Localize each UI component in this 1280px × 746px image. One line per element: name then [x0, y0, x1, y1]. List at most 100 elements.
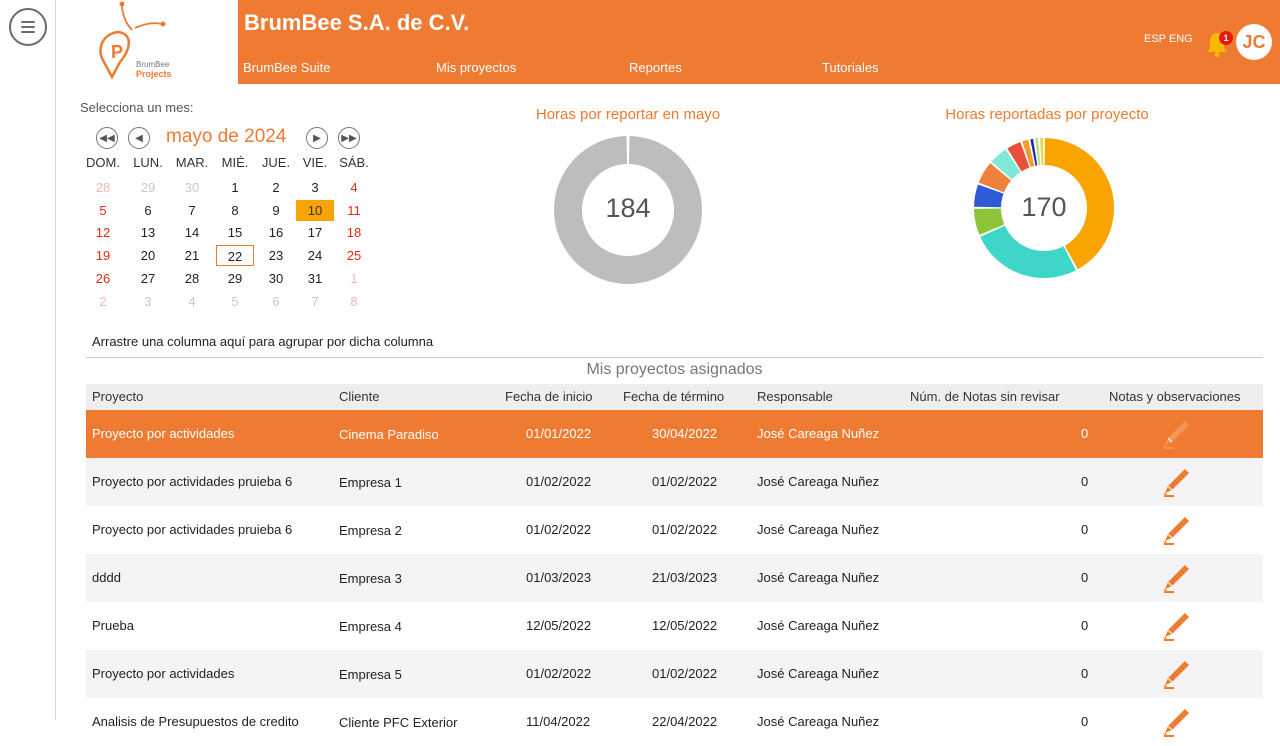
donut-slice[interactable]	[554, 136, 702, 284]
calendar-day[interactable]: 12	[95, 225, 111, 240]
hamburger-menu-icon[interactable]	[9, 8, 47, 46]
donut-slice[interactable]	[1007, 142, 1030, 172]
calendar-day[interactable]: 21	[184, 248, 200, 263]
calendar-day[interactable]: 5	[99, 203, 107, 218]
calendar-day[interactable]: 23	[268, 248, 284, 263]
nav-mis-proyectos[interactable]: Mis proyectos	[436, 60, 517, 75]
calendar-day[interactable]: 8	[231, 203, 239, 218]
pen-edit-icon[interactable]	[1160, 418, 1192, 450]
grid-title: Mis proyectos asignados	[586, 361, 763, 378]
svg-text:P: P	[111, 42, 123, 62]
calendar-day[interactable]: 2	[99, 294, 107, 309]
cell-responsable: José Careaga Nuñez	[757, 426, 880, 441]
calendar-day[interactable]: 16	[268, 225, 284, 240]
table-row[interactable]: Proyecto por actividades pruieba 6 Empres…	[86, 458, 1263, 506]
calendar-day[interactable]: 14	[184, 225, 200, 240]
calendar-day[interactable]: 1	[350, 271, 358, 286]
cell-cliente: Cinema Paradiso	[339, 427, 439, 442]
calendar-day[interactable]: 3	[311, 180, 319, 195]
calendar-day[interactable]: 13	[140, 225, 156, 240]
calendar-day[interactable]: 22	[216, 245, 254, 266]
column-header-responsable[interactable]: Responsable	[757, 389, 833, 404]
table-row[interactable]: Proyecto por actividades pruieba 6 Empres…	[86, 506, 1263, 554]
calendar-day[interactable]: 28	[184, 271, 200, 286]
calendar-day[interactable]: 18	[346, 225, 362, 240]
calendar-day[interactable]: 11	[347, 203, 361, 218]
nav-brumbee-suite[interactable]: BrumBee Suite	[243, 60, 331, 75]
calendar-day[interactable]: 27	[140, 271, 156, 286]
cell-proyecto: Proyecto por actividades	[92, 426, 235, 441]
calendar-day[interactable]: 6	[272, 294, 280, 309]
calendar-day[interactable]: 8	[350, 294, 358, 309]
prev-month-icon[interactable]: ◀	[128, 127, 150, 149]
calendar-day[interactable]: 7	[311, 294, 319, 309]
calendar-day[interactable]: 30	[268, 271, 284, 286]
calendar-day[interactable]: 24	[307, 248, 323, 263]
calendar-day[interactable]: 4	[188, 294, 196, 309]
column-header-cliente[interactable]: Cliente	[339, 389, 380, 404]
pen-edit-icon[interactable]	[1160, 658, 1192, 690]
calendar-day[interactable]: 20	[140, 248, 156, 263]
donut-chart-hours-pending	[554, 136, 702, 284]
prev-year-icon[interactable]: ◀◀	[96, 127, 118, 149]
calendar-day[interactable]: 28	[95, 180, 111, 195]
donut-slice[interactable]	[1044, 138, 1114, 270]
column-header-fecha-termino[interactable]: Fecha de término	[623, 389, 725, 404]
calendar-day[interactable]: 1	[231, 180, 239, 195]
calendar-day[interactable]: 4	[350, 180, 358, 195]
calendar-day[interactable]: 10	[296, 200, 334, 221]
next-year-icon[interactable]: ▶▶	[338, 127, 360, 149]
group-by-drop-zone[interactable]: Arrastre una columna aquí para agrupar p…	[92, 334, 434, 349]
donut-slice[interactable]	[1040, 138, 1044, 166]
calendar-day[interactable]: 25	[346, 248, 362, 263]
calendar-day[interactable]: 9	[272, 203, 280, 218]
calendar-day[interactable]: 29	[140, 180, 156, 195]
table-row[interactable]: Proyecto por actividades Empresa 5 01/02/2…	[86, 650, 1263, 698]
cell-fecha-inicio: 12/05/2022	[526, 618, 592, 633]
language-switcher[interactable]: ESP ENG	[1144, 33, 1193, 45]
logo-text: Projects	[136, 69, 172, 79]
column-header-notas-observaciones[interactable]: Notas y observaciones	[1109, 389, 1241, 404]
column-header-fecha-inicio[interactable]: Fecha de inicio	[505, 389, 593, 404]
nav-reportes[interactable]: Reportes	[629, 60, 682, 75]
pen-edit-icon[interactable]	[1160, 562, 1192, 594]
column-header-proyecto[interactable]: Proyecto	[92, 389, 144, 404]
table-row[interactable]: Prueba Empresa 4 12/05/2022 12/05/2022 José …	[86, 602, 1263, 650]
donut-slice[interactable]	[1022, 139, 1035, 168]
chart-title: Horas por reportar en mayo	[535, 106, 721, 123]
calendar-day[interactable]: 3	[144, 294, 152, 309]
calendar-day[interactable]: 31	[307, 271, 323, 286]
avatar[interactable]: JC	[1236, 24, 1272, 60]
calendar-day[interactable]: 6	[144, 203, 152, 218]
calendar-day[interactable]: 2	[272, 180, 280, 195]
pen-edit-icon[interactable]	[1160, 706, 1192, 738]
chart-title: Horas reportadas por proyecto	[945, 106, 1149, 123]
calendar-day[interactable]: 29	[227, 271, 243, 286]
calendar-day[interactable]: 7	[188, 203, 196, 218]
cell-notas-sin-revisar: 0	[1081, 714, 1089, 729]
calendar-month: mayo de 2024	[166, 126, 287, 147]
logo[interactable]: P BrumBee Projects	[56, 0, 238, 84]
donut-slice[interactable]	[978, 163, 1011, 193]
pen-edit-icon[interactable]	[1160, 610, 1192, 642]
donut-slice[interactable]	[974, 184, 1004, 208]
column-header-notas-sin-revisar[interactable]: Núm. de Notas sin revisar	[910, 389, 1060, 404]
donut-slice[interactable]	[1030, 138, 1038, 166]
table-row[interactable]: dddd Empresa 3 01/03/2023 21/03/2023 José Ca…	[86, 554, 1263, 602]
pen-edit-icon[interactable]	[1160, 514, 1192, 546]
calendar-day[interactable]: 5	[231, 294, 239, 309]
pen-edit-icon[interactable]	[1160, 466, 1192, 498]
donut-slice[interactable]	[1035, 138, 1041, 166]
calendar-day[interactable]: 17	[307, 225, 323, 240]
calendar-day[interactable]: 26	[95, 271, 111, 286]
donut-slice[interactable]	[974, 208, 1005, 235]
table-row[interactable]: Proyecto por actividades Cinema Paradiso 0…	[86, 410, 1263, 458]
nav-tutoriales[interactable]: Tutoriales	[822, 60, 879, 75]
calendar-day[interactable]: 15	[227, 225, 243, 240]
table-row[interactable]: Analisis de Presupuestos de credito Clien…	[86, 698, 1263, 746]
donut-slice[interactable]	[991, 149, 1021, 180]
next-month-icon[interactable]: ▶	[306, 127, 328, 149]
donut-slice[interactable]	[980, 225, 1076, 278]
calendar-day[interactable]: 30	[184, 180, 200, 195]
calendar-day[interactable]: 19	[95, 248, 111, 263]
